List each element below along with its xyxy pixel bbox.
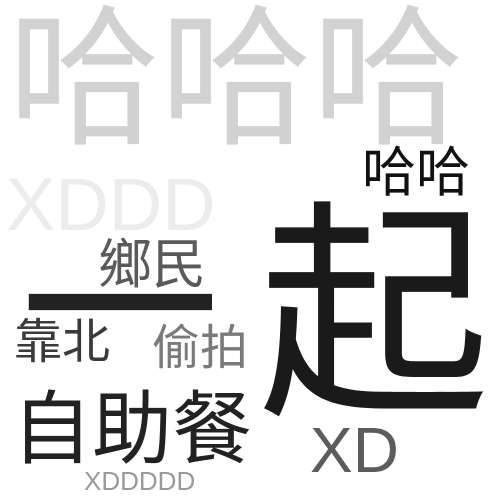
word-haha-large: 哈哈哈 <box>8 0 464 168</box>
word-yi: 一 <box>20 195 221 428</box>
word-qi: 起 <box>258 181 491 451</box>
word-xiangmin: 鄉民 <box>98 233 206 296</box>
word-xddd: XDDD <box>6 163 216 246</box>
word-xd: XD <box>310 414 399 486</box>
word-zizhucan: 自助餐 <box>12 383 252 476</box>
word-haha-small: 哈哈 <box>362 141 470 204</box>
word-xdddddd: XDDDDD <box>84 466 196 496</box>
word-toupai: 偷拍 <box>152 320 249 376</box>
word-kaobei: 靠北 <box>14 314 111 370</box>
